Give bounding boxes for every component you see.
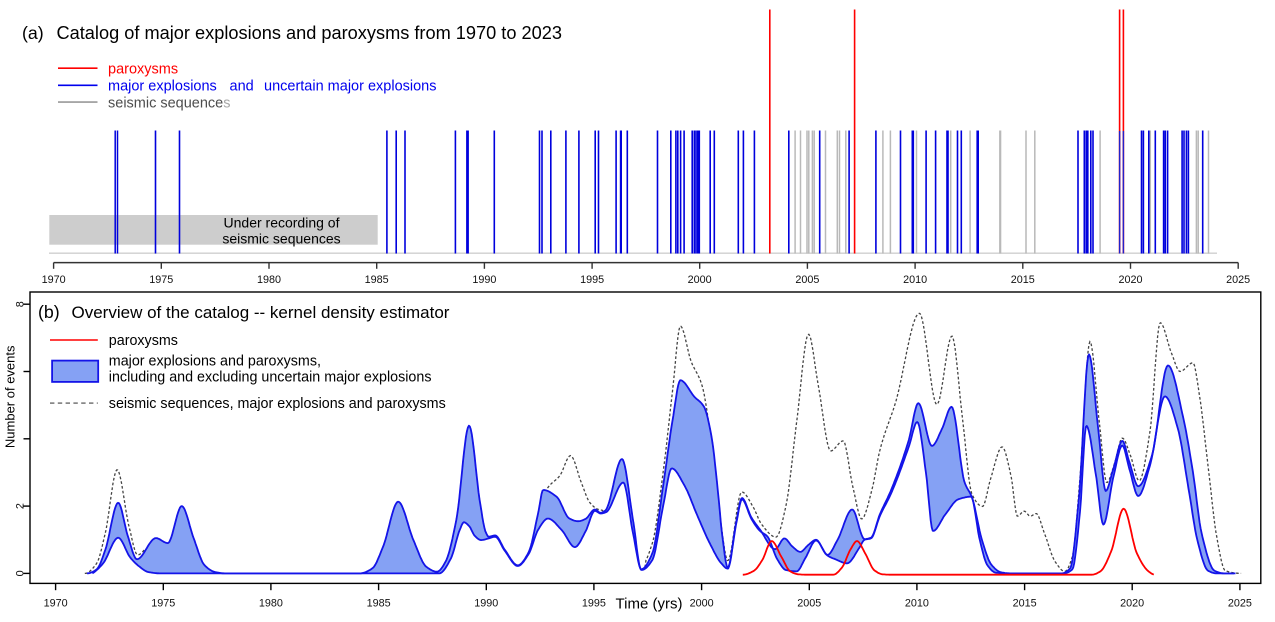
svg-text:paroxysms: paroxysms: [109, 333, 178, 349]
svg-text:seismic sequences: seismic sequences: [108, 96, 231, 112]
svg-text:2000: 2000: [688, 274, 712, 286]
svg-text:1990: 1990: [474, 597, 498, 609]
svg-text:(a): (a): [22, 23, 44, 43]
svg-text:Overview of the catalog -- ker: Overview of the catalog -- kernel densit…: [72, 303, 450, 322]
svg-text:1995: 1995: [582, 597, 606, 609]
svg-text:Number of events: Number of events: [3, 345, 18, 448]
svg-text:1985: 1985: [365, 274, 389, 286]
svg-text:2020: 2020: [1118, 274, 1142, 286]
svg-text:2025: 2025: [1228, 597, 1252, 609]
svg-text:2010: 2010: [903, 274, 927, 286]
svg-text:2015: 2015: [1011, 274, 1035, 286]
svg-text:1995: 1995: [580, 274, 604, 286]
svg-text:2000: 2000: [690, 597, 714, 609]
svg-text:paroxysms: paroxysms: [108, 62, 178, 78]
svg-text:2025: 2025: [1226, 274, 1250, 286]
svg-text:2015: 2015: [1013, 597, 1037, 609]
svg-text:2020: 2020: [1120, 597, 1144, 609]
svg-text:1970: 1970: [42, 274, 66, 286]
svg-text:1980: 1980: [259, 597, 283, 609]
svg-text:1990: 1990: [472, 274, 496, 286]
svg-text:1970: 1970: [44, 597, 68, 609]
svg-text:1980: 1980: [257, 274, 281, 286]
svg-text:1975: 1975: [151, 597, 175, 609]
svg-text:seismic sequences, major explo: seismic sequences, major explosions and …: [109, 396, 446, 412]
svg-text:1985: 1985: [367, 597, 391, 609]
svg-text:Catalog of major explosions an: Catalog of major explosions and paroxysm…: [57, 23, 563, 43]
svg-text:Time (yrs): Time (yrs): [616, 595, 683, 612]
svg-text:2: 2: [15, 503, 27, 509]
svg-text:8: 8: [15, 301, 27, 307]
svg-text:0: 0: [15, 570, 27, 576]
svg-text:including and excluding uncert: including and excluding uncertain major …: [109, 370, 432, 386]
svg-text:Under recording of: Under recording of: [224, 214, 340, 230]
svg-text:2005: 2005: [795, 274, 819, 286]
svg-text:(b): (b): [38, 302, 60, 322]
svg-text:major explosions and paroxysms: major explosions and paroxysms,: [109, 354, 321, 370]
svg-text:seismic sequences: seismic sequences: [222, 230, 340, 246]
svg-text:1975: 1975: [149, 274, 173, 286]
svg-text:2005: 2005: [797, 597, 821, 609]
svg-text:2010: 2010: [905, 597, 929, 609]
